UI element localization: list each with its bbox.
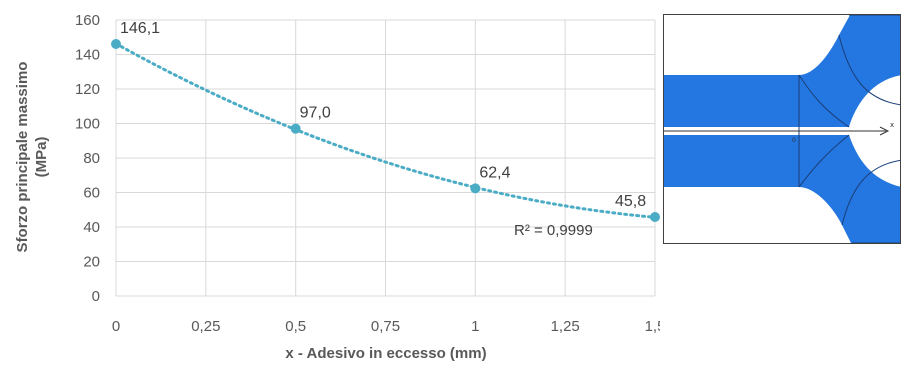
y-tick-label: 60	[83, 185, 100, 202]
inset-axis-label: x	[890, 121, 894, 129]
y-tick-label: 100	[75, 116, 100, 133]
inset-origin-label: 0	[792, 137, 796, 144]
data-label: 146,1	[120, 20, 160, 37]
x-tick-labels: 0 0,25 0,5 0,75 1 1,25 1,5	[112, 318, 660, 335]
x-tick-label: 0,25	[191, 318, 220, 335]
y-tick-label: 140	[75, 47, 100, 64]
geometry-inset: x 0	[663, 14, 901, 244]
x-tick-label: 0,75	[371, 318, 400, 335]
data-point	[290, 123, 301, 134]
x-tick-label: 0	[112, 318, 120, 335]
r-squared-label: R² = 0,9999	[514, 222, 593, 239]
y-tick-label: 80	[83, 150, 100, 167]
x-tick-label: 1,25	[551, 318, 580, 335]
x-tick-label: 0,5	[285, 318, 306, 335]
y-tick-label: 0	[92, 288, 100, 305]
data-points	[111, 38, 660, 222]
y-tick-labels: 0 20 40 60 80 100 120 140 160	[75, 12, 100, 305]
x-tick-label: 1	[471, 318, 479, 335]
x-axis-title: x - Adesivo in eccesso (mm)	[285, 345, 486, 362]
data-point	[111, 38, 121, 49]
y-tick-label: 40	[83, 219, 100, 236]
data-label: 62,4	[479, 164, 510, 181]
data-label: 97,0	[300, 105, 331, 122]
adhesive-joint-sketch: x 0	[664, 15, 900, 243]
data-point	[650, 211, 660, 222]
y-tick-label: 160	[75, 12, 100, 29]
joint-upper-part	[664, 15, 900, 127]
joint-lower-part	[664, 135, 900, 243]
trendline	[114, 42, 657, 219]
data-labels: 146,1 97,0 62,4 45,8	[120, 20, 646, 210]
gridlines	[115, 19, 656, 297]
y-axis-title-line-1: Sforzo principale massimo	[14, 62, 31, 253]
y-tick-label: 120	[75, 81, 100, 98]
data-point	[470, 183, 481, 194]
x-tick-label: 1,5	[645, 318, 660, 335]
chart: 0 20 40 60 80 100 120 140 160 0 0,25 0,5 0,75 1 1,25 1…	[14, 12, 660, 362]
y-axis-title-line-2: (MPa)	[33, 137, 50, 178]
x-axis-arrow-icon	[879, 126, 890, 136]
data-label: 45,8	[615, 193, 646, 210]
y-tick-label: 20	[83, 254, 100, 271]
